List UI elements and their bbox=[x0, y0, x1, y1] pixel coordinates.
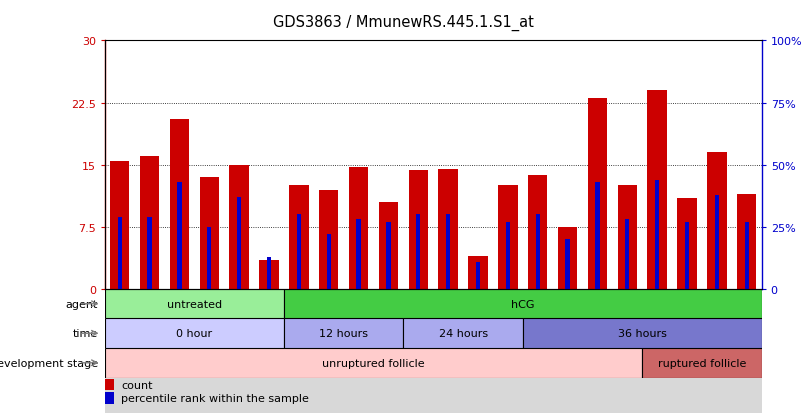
Text: 12 hours: 12 hours bbox=[319, 328, 368, 338]
Bar bbox=[326, 235, 330, 289]
Bar bbox=[403, 319, 523, 348]
Text: 24 hours: 24 hours bbox=[438, 328, 488, 338]
Bar bbox=[105, 319, 284, 348]
Bar bbox=[170, 120, 189, 289]
Bar bbox=[685, 222, 689, 289]
Bar bbox=[207, 227, 211, 289]
Text: unruptured follicle: unruptured follicle bbox=[322, 358, 425, 368]
Bar bbox=[349, 168, 368, 289]
Text: 0 hour: 0 hour bbox=[177, 328, 213, 338]
Bar bbox=[200, 178, 219, 289]
Text: percentile rank within the sample: percentile rank within the sample bbox=[121, 393, 309, 403]
Bar bbox=[625, 220, 629, 289]
Text: untreated: untreated bbox=[167, 299, 222, 309]
Bar bbox=[596, 183, 600, 289]
Bar bbox=[260, 260, 279, 289]
Bar bbox=[105, 348, 642, 377]
Text: GDS3863 / MmunewRS.445.1.S1_at: GDS3863 / MmunewRS.445.1.S1_at bbox=[272, 14, 534, 31]
Bar bbox=[140, 157, 160, 289]
Bar bbox=[416, 215, 421, 289]
Bar bbox=[284, 319, 403, 348]
Bar bbox=[379, 202, 398, 289]
Bar bbox=[267, 257, 271, 289]
Bar bbox=[588, 99, 607, 289]
Bar bbox=[319, 190, 339, 289]
Bar bbox=[356, 220, 361, 289]
Bar bbox=[505, 222, 510, 289]
Bar bbox=[237, 197, 241, 289]
Bar bbox=[118, 217, 122, 289]
Bar bbox=[438, 169, 458, 289]
Text: hCG: hCG bbox=[511, 299, 534, 309]
Bar bbox=[476, 262, 480, 289]
Bar bbox=[677, 198, 696, 289]
Bar bbox=[284, 289, 762, 319]
Text: agent: agent bbox=[66, 299, 98, 309]
Bar bbox=[647, 91, 667, 289]
Bar bbox=[177, 183, 181, 289]
Text: count: count bbox=[121, 380, 152, 390]
Text: time: time bbox=[73, 328, 98, 338]
Bar bbox=[566, 240, 570, 289]
Bar bbox=[707, 153, 726, 289]
Bar bbox=[745, 222, 749, 289]
Bar bbox=[642, 348, 762, 377]
Bar bbox=[105, 289, 284, 319]
Bar bbox=[297, 215, 301, 289]
Bar bbox=[409, 171, 428, 289]
Bar bbox=[468, 256, 488, 289]
Text: 36 hours: 36 hours bbox=[617, 328, 667, 338]
Bar bbox=[105, 289, 762, 413]
Bar bbox=[528, 175, 547, 289]
Bar bbox=[715, 195, 719, 289]
Bar bbox=[446, 215, 451, 289]
Bar bbox=[655, 180, 659, 289]
Text: development stage: development stage bbox=[0, 358, 98, 368]
Text: ruptured follicle: ruptured follicle bbox=[658, 358, 746, 368]
Bar bbox=[737, 194, 757, 289]
Bar bbox=[558, 227, 577, 289]
Bar bbox=[289, 186, 309, 289]
Bar bbox=[147, 217, 152, 289]
Bar bbox=[498, 186, 517, 289]
Bar bbox=[523, 319, 762, 348]
Bar bbox=[230, 165, 249, 289]
Bar bbox=[386, 222, 391, 289]
Bar bbox=[536, 215, 540, 289]
Bar bbox=[617, 186, 637, 289]
Bar bbox=[110, 161, 130, 289]
